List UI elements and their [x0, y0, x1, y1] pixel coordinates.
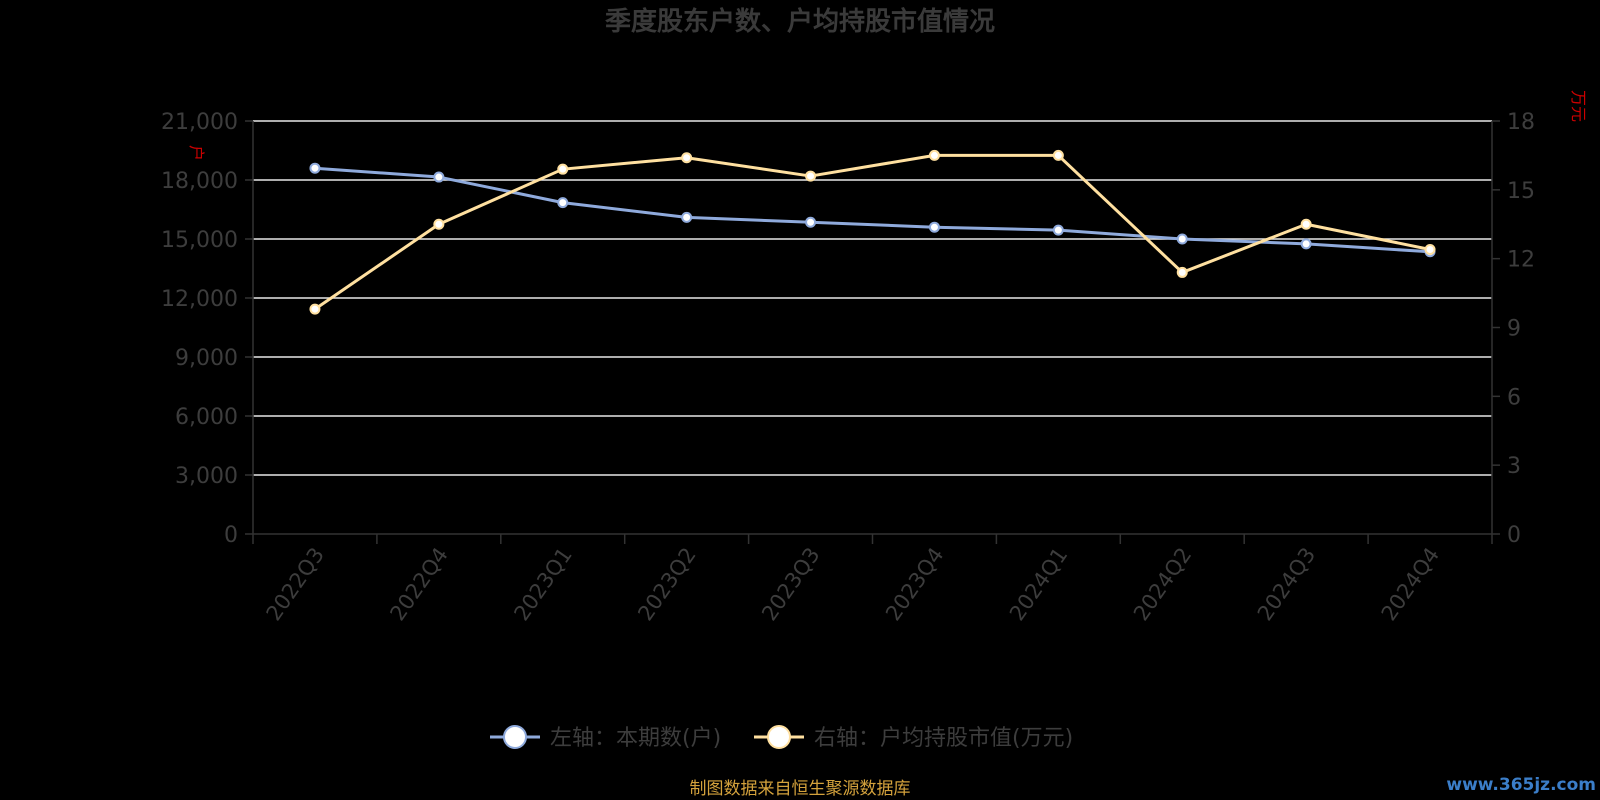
left-axis-unit: 户: [187, 145, 206, 161]
right-axis-tick-label: 12: [1507, 248, 1535, 273]
series-right-point: [1302, 220, 1311, 229]
series-right-point: [930, 151, 939, 160]
series-left-point: [930, 223, 939, 232]
series-right-point: [1178, 268, 1187, 277]
left-axis-tick-label: 21,000: [161, 110, 238, 135]
left-axis-tick-label: 15,000: [161, 228, 238, 253]
legend: 左轴：本期数(户) 右轴：户均持股市值(万元): [490, 726, 1073, 751]
right-axis-tick-label: 6: [1507, 385, 1521, 410]
right-axis-tick-label: 18: [1507, 110, 1535, 135]
series-left-point: [310, 164, 319, 173]
left-axis-tick-label: 12,000: [161, 287, 238, 312]
series-right-point: [434, 220, 443, 229]
legend-right-series-label: 右轴：户均持股市值(万元): [814, 726, 1073, 751]
series-right-point: [310, 305, 319, 314]
left-axis-tick-label: 6,000: [175, 405, 238, 430]
right-axis-tick-label: 0: [1507, 523, 1521, 548]
left-axis-tick-label: 9,000: [175, 346, 238, 371]
watermark: www.365jz.com: [1446, 775, 1596, 795]
chart-title: 季度股东户数、户均持股市值情况: [605, 6, 995, 37]
left-axis-tick-label: 3,000: [175, 464, 238, 489]
series-left-point: [682, 213, 691, 222]
series-right-point: [1054, 151, 1063, 160]
data-source-note: 制图数据来自恒生聚源数据库: [690, 779, 911, 799]
series-left-point: [806, 218, 815, 227]
series-right-point: [558, 165, 567, 174]
series-right-point: [682, 153, 691, 162]
right-axis-tick-label: 9: [1507, 317, 1521, 342]
left-axis-tick-label: 0: [224, 523, 238, 548]
legend-right-series-marker: [768, 726, 790, 748]
right-axis-tick-label: 3: [1507, 454, 1521, 479]
series-left-point: [434, 173, 443, 182]
series-right-point: [1426, 245, 1435, 254]
right-axis-tick-label: 15: [1507, 179, 1535, 204]
legend-left-series-label: 左轴：本期数(户): [550, 726, 721, 751]
legend-left-series-marker: [504, 726, 526, 748]
series-left-point: [1054, 226, 1063, 235]
series-right-point: [806, 172, 815, 181]
right-axis-unit: 万元: [1569, 90, 1588, 122]
left-axis-tick-label: 18,000: [161, 169, 238, 194]
series-left-point: [558, 198, 567, 207]
series-left-point: [1302, 239, 1311, 248]
series-left-point: [1178, 235, 1187, 244]
